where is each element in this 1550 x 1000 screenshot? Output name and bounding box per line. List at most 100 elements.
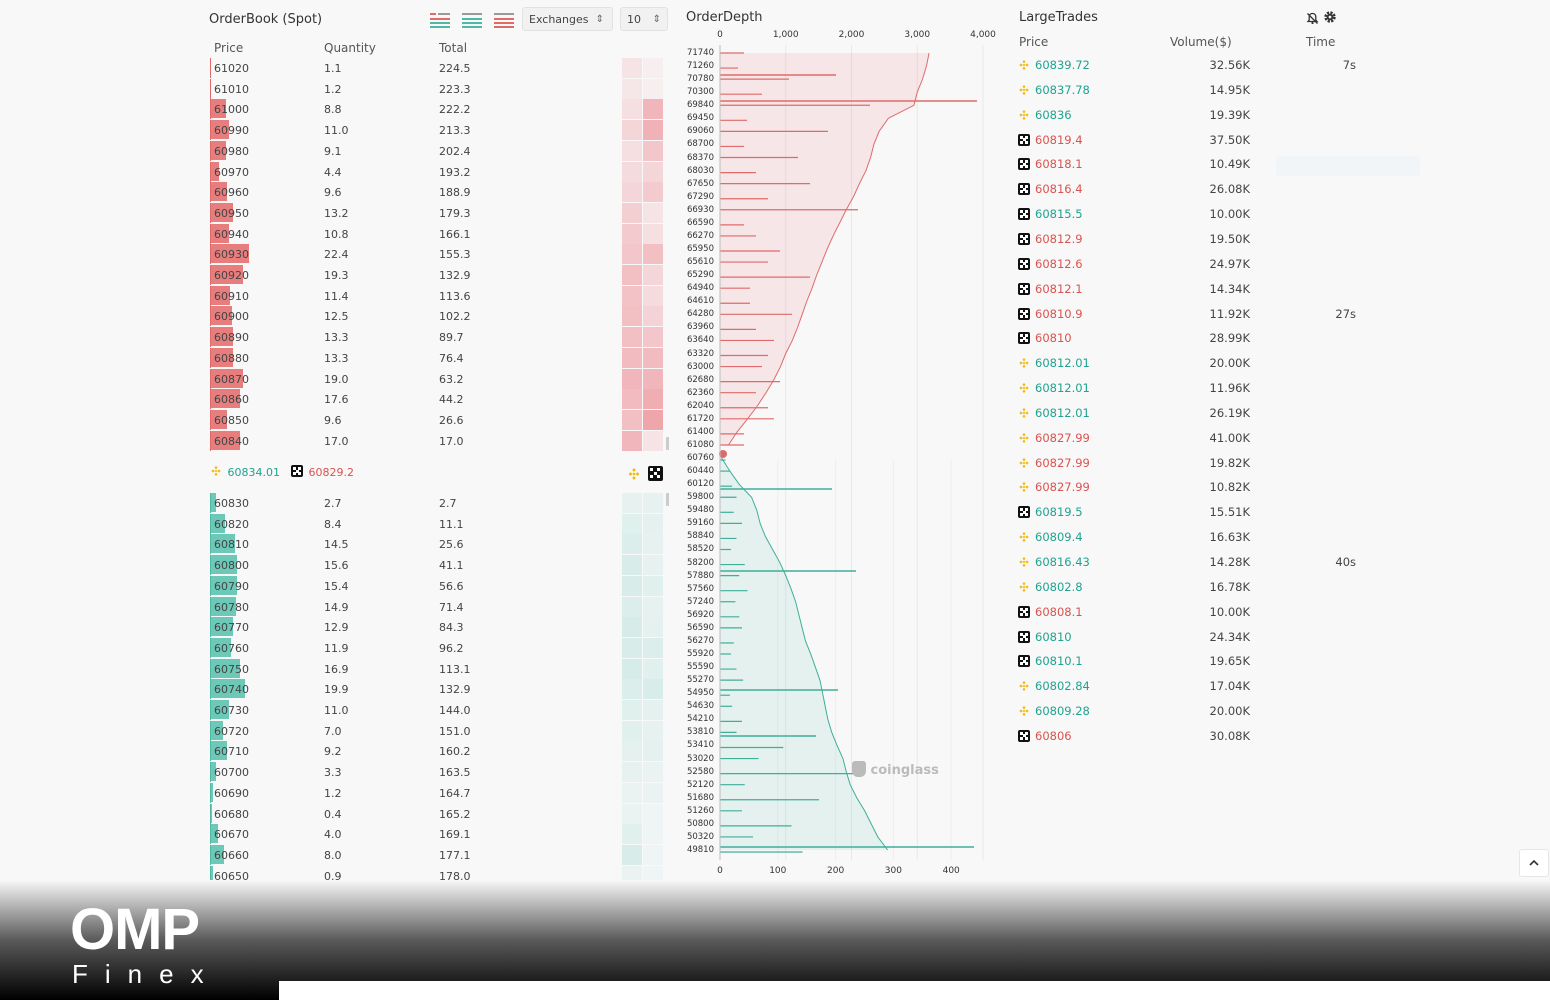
trade-volume: 19.82K bbox=[1209, 455, 1250, 470]
trade-row[interactable]: 60810 28.99K bbox=[1018, 327, 1348, 351]
trade-row[interactable]: 60815.5 10.00K bbox=[1018, 203, 1348, 227]
depth-price-label: 60440 bbox=[686, 466, 714, 477]
ask-row[interactable]: 61000 8.8 222.2 bbox=[210, 99, 511, 120]
trade-row[interactable]: 60818.1 10.49K bbox=[1018, 153, 1348, 177]
depth-price-label: 56270 bbox=[686, 635, 714, 646]
order-display-asks-icon[interactable] bbox=[494, 12, 514, 28]
bid-row[interactable]: 60830 2.7 2.7 bbox=[210, 493, 511, 513]
bid-row[interactable]: 60670 4.0 169.1 bbox=[210, 824, 511, 845]
ask-row[interactable]: 60900 12.5 102.2 bbox=[210, 306, 511, 327]
trade-row[interactable]: 60836 19.39K bbox=[1018, 104, 1348, 128]
trade-row[interactable]: 60816.4 26.08K bbox=[1018, 178, 1348, 202]
trade-row[interactable]: 60839.72 32.56K 7s bbox=[1018, 54, 1356, 78]
trade-row[interactable]: 60812.01 26.19K bbox=[1018, 402, 1348, 426]
trade-row[interactable]: 60809.28 20.00K bbox=[1018, 700, 1348, 724]
bid-row[interactable]: 60720 7.0 151.0 bbox=[210, 720, 511, 741]
trade-row[interactable]: 60806 30.08K bbox=[1018, 725, 1348, 749]
row-total: 56.6 bbox=[439, 579, 464, 593]
depth-bar bbox=[211, 575, 238, 595]
ask-row[interactable]: 60960 9.6 188.9 bbox=[210, 182, 511, 203]
bid-row[interactable]: 60820 8.4 11.1 bbox=[210, 513, 511, 534]
order-display-both-icon[interactable] bbox=[430, 12, 450, 28]
ask-row[interactable]: 60980 9.1 202.4 bbox=[210, 140, 511, 161]
trade-row[interactable]: 60802.84 17.04K bbox=[1018, 675, 1348, 699]
order-display-bids-icon[interactable] bbox=[462, 12, 482, 28]
depth-bar bbox=[211, 306, 232, 326]
ask-row[interactable]: 60870 19.0 63.2 bbox=[210, 368, 511, 389]
ask-row[interactable]: 60950 13.2 179.3 bbox=[210, 202, 511, 223]
depth-bar bbox=[211, 409, 227, 429]
ask-row[interactable]: 60990 11.0 213.3 bbox=[210, 120, 511, 141]
exchanges-select[interactable]: Exchanges ⇕ bbox=[522, 7, 613, 31]
col-header-quantity: Quantity bbox=[324, 41, 376, 55]
trade-volume: 11.96K bbox=[1209, 381, 1250, 396]
trade-row[interactable]: 60802.8 16.78K bbox=[1018, 576, 1348, 600]
bid-row[interactable]: 60740 19.9 132.9 bbox=[210, 679, 511, 700]
bid-row[interactable]: 60760 11.9 96.2 bbox=[210, 637, 511, 658]
heat-cell bbox=[622, 844, 642, 865]
chevron-updown-icon: ⇕ bbox=[595, 14, 604, 25]
ask-row[interactable]: 60970 4.4 193.2 bbox=[210, 161, 511, 182]
bid-row[interactable]: 60690 1.2 164.7 bbox=[210, 782, 511, 803]
bid-row[interactable]: 60810 14.5 25.6 bbox=[210, 534, 511, 555]
ask-row[interactable]: 60930 22.4 155.3 bbox=[210, 244, 511, 265]
row-total: 113.6 bbox=[439, 289, 471, 303]
trade-row[interactable]: 60837.78 14.95K bbox=[1018, 79, 1348, 103]
trade-row[interactable]: 60809.4 16.63K bbox=[1018, 526, 1348, 550]
ask-row[interactable]: 60940 10.8 166.1 bbox=[210, 223, 511, 244]
trade-row[interactable]: 60827.99 19.82K bbox=[1018, 452, 1348, 476]
trade-row[interactable]: 60810 24.34K bbox=[1018, 626, 1348, 650]
bid-row[interactable]: 60800 15.6 41.1 bbox=[210, 555, 511, 576]
row-total: 165.2 bbox=[439, 807, 471, 821]
ask-row[interactable]: 61010 1.2 223.3 bbox=[210, 78, 511, 99]
trade-row[interactable]: 60812.01 11.96K bbox=[1018, 377, 1348, 401]
trade-row[interactable]: 60808.1 10.00K bbox=[1018, 601, 1348, 625]
ask-row[interactable]: 60860 17.6 44.2 bbox=[210, 389, 511, 410]
trade-row[interactable]: 60810.1 19.65K bbox=[1018, 650, 1348, 674]
ask-row[interactable]: 60890 13.3 89.7 bbox=[210, 327, 511, 348]
trade-volume: 37.50K bbox=[1209, 132, 1250, 147]
bid-row[interactable]: 60780 14.9 71.4 bbox=[210, 596, 511, 617]
mute-notification-icon[interactable] bbox=[1306, 10, 1319, 25]
bid-row[interactable]: 60680 0.4 165.2 bbox=[210, 803, 511, 824]
settings-gear-icon[interactable] bbox=[1323, 9, 1337, 23]
trade-row[interactable]: 60812.1 14.34K bbox=[1018, 278, 1348, 302]
bid-row[interactable]: 60710 9.2 160.2 bbox=[210, 741, 511, 762]
heat-cell bbox=[622, 244, 642, 265]
top-axis-tick: 4,000 bbox=[970, 30, 996, 40]
bid-row[interactable]: 60750 16.9 113.1 bbox=[210, 658, 511, 679]
ask-row[interactable]: 60910 11.4 113.6 bbox=[210, 285, 511, 306]
trade-row[interactable]: 60827.99 41.00K bbox=[1018, 427, 1348, 451]
trade-row[interactable]: 60812.9 19.50K bbox=[1018, 228, 1348, 252]
trade-row[interactable]: 60819.5 15.51K bbox=[1018, 501, 1348, 525]
trade-row[interactable]: 60816.43 14.28K 40s bbox=[1018, 551, 1356, 575]
ask-row[interactable]: 60920 19.3 132.9 bbox=[210, 265, 511, 285]
bid-row[interactable]: 60790 15.4 56.6 bbox=[210, 575, 511, 596]
bid-row[interactable]: 60660 8.0 177.1 bbox=[210, 844, 511, 865]
trade-row[interactable]: 60827.99 10.82K bbox=[1018, 476, 1348, 500]
row-price: 60710 bbox=[214, 745, 249, 759]
row-quantity: 15.6 bbox=[324, 559, 349, 573]
trade-row[interactable]: 60812.01 20.00K bbox=[1018, 352, 1348, 376]
ask-row[interactable]: 60850 9.6 26.6 bbox=[210, 409, 511, 430]
ask-row[interactable]: 60840 17.0 17.0 bbox=[210, 430, 511, 451]
depth-select[interactable]: 10 ⇕ bbox=[620, 7, 668, 31]
heat-scroll-thumb[interactable] bbox=[666, 493, 669, 506]
row-total: 169.1 bbox=[439, 828, 471, 842]
scroll-to-top-button[interactable] bbox=[1519, 849, 1549, 877]
heat-cell bbox=[643, 741, 663, 762]
depth-price-label: 54950 bbox=[686, 688, 714, 699]
bid-row[interactable]: 60700 3.3 163.5 bbox=[210, 762, 511, 783]
heat-scroll-thumb[interactable] bbox=[666, 437, 669, 450]
ask-row[interactable]: 60880 13.3 76.4 bbox=[210, 347, 511, 368]
depth-bar bbox=[211, 99, 226, 119]
row-total: 102.2 bbox=[439, 310, 471, 324]
trade-row[interactable]: 60810.9 11.92K 27s bbox=[1018, 303, 1356, 327]
trade-row[interactable]: 60819.4 37.50K bbox=[1018, 129, 1348, 153]
trade-row[interactable]: 60812.6 24.97K bbox=[1018, 253, 1348, 277]
bid-row[interactable]: 60650 0.9 178.0 bbox=[210, 865, 511, 886]
ask-row[interactable]: 61020 1.1 224.5 bbox=[210, 58, 511, 78]
bid-row[interactable]: 60730 11.0 144.0 bbox=[210, 700, 511, 720]
heat-cell bbox=[643, 637, 663, 658]
bid-row[interactable]: 60770 12.9 84.3 bbox=[210, 617, 511, 638]
